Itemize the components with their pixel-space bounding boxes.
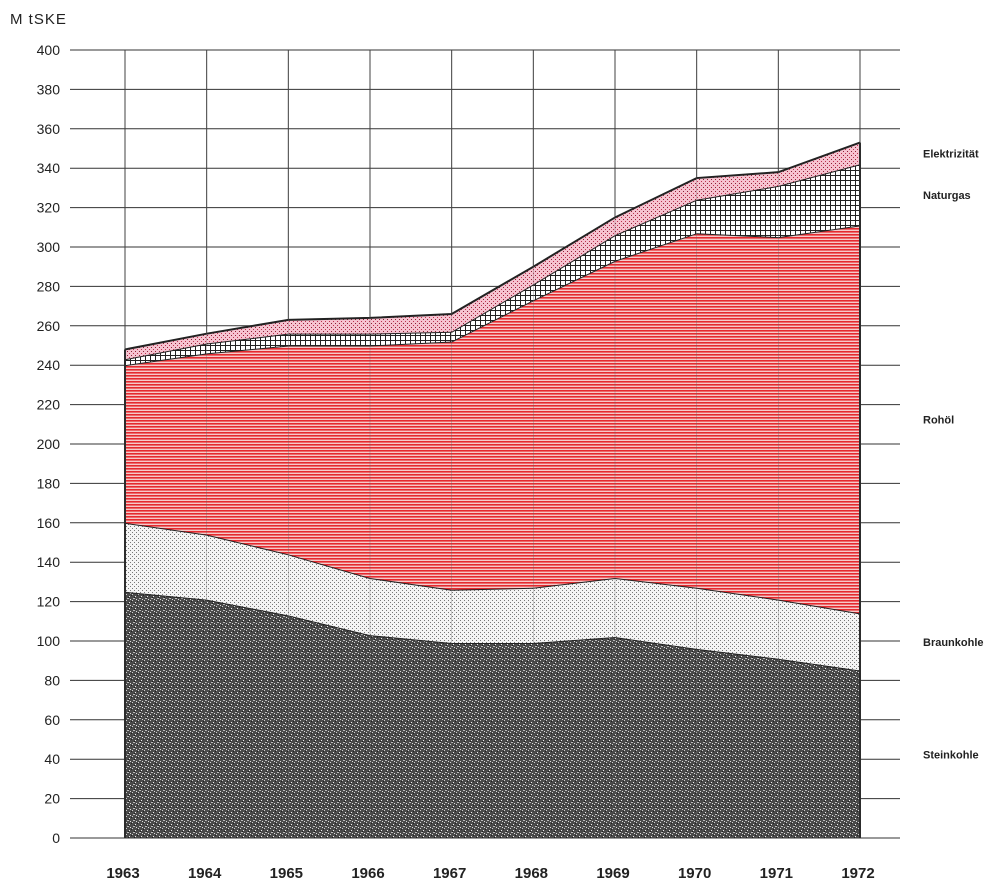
y-tick-label: 140 <box>37 554 61 570</box>
series-label-steinkohle: Steinkohle <box>923 749 979 761</box>
y-tick-label: 40 <box>44 751 60 767</box>
area-edge-elektrizitaet <box>124 141 861 351</box>
y-tick-label: 120 <box>37 594 61 610</box>
x-tick-label: 1972 <box>841 865 874 882</box>
y-tick-label: 160 <box>37 515 61 531</box>
area-elektrizitaet <box>125 142 860 360</box>
series-label-naturgas: Naturgas <box>923 190 971 202</box>
y-tick-label: 60 <box>44 712 60 728</box>
y-tick-label: 100 <box>37 633 61 649</box>
y-tick-label: 340 <box>37 160 61 176</box>
y-tick-label: 360 <box>37 121 61 137</box>
y-tick-label: 280 <box>37 278 61 294</box>
series-label-elektrizitaet: Elektrizität <box>923 148 979 160</box>
series-label-rohoel: Rohöl <box>923 414 954 426</box>
y-tick-label: 80 <box>44 672 60 688</box>
y-tick-label: 200 <box>37 436 61 452</box>
y-tick-label: 220 <box>37 397 61 413</box>
y-tick-label: 260 <box>37 318 61 334</box>
area-steinkohle <box>125 591 860 838</box>
y-axis-unit-label: M tSKE <box>10 11 67 28</box>
y-tick-label: 300 <box>37 239 61 255</box>
x-tick-label: 1965 <box>270 865 303 882</box>
x-tick-label: 1970 <box>678 865 711 882</box>
y-tick-label: 180 <box>37 475 61 491</box>
x-tick-label: 1968 <box>515 865 548 882</box>
series-label-braunkohle: Braunkohle <box>923 637 984 649</box>
x-axis-ticks: 1963 1964 1965 1966 1967 1968 1969 1970 1971 1972 <box>106 865 874 882</box>
y-tick-label: 240 <box>37 357 61 373</box>
y-tick-label: 380 <box>37 81 61 97</box>
x-tick-label: 1964 <box>188 865 222 882</box>
y-tick-label: 320 <box>37 200 61 216</box>
x-tick-label: 1966 <box>351 865 384 882</box>
x-tick-label: 1963 <box>106 865 139 882</box>
y-axis-ticks: 0 20 40 60 80 100 120 140 160 180 200 220 240 260 280 3… <box>37 42 61 846</box>
x-tick-label: 1967 <box>433 865 466 882</box>
x-tick-label: 1971 <box>760 865 793 882</box>
y-tick-label: 400 <box>37 42 61 58</box>
area-rohoel <box>125 225 860 614</box>
grid-overlay <box>124 50 861 838</box>
y-tick-label: 0 <box>52 830 60 846</box>
areas <box>124 141 861 838</box>
x-tick-label: 1969 <box>596 865 629 882</box>
area-braunkohle <box>125 522 860 671</box>
series-labels: Steinkohle Braunkohle Rohöl Naturgas Elektri… <box>923 148 984 761</box>
y-tick-label: 20 <box>44 791 60 807</box>
area-naturgas <box>125 164 860 366</box>
